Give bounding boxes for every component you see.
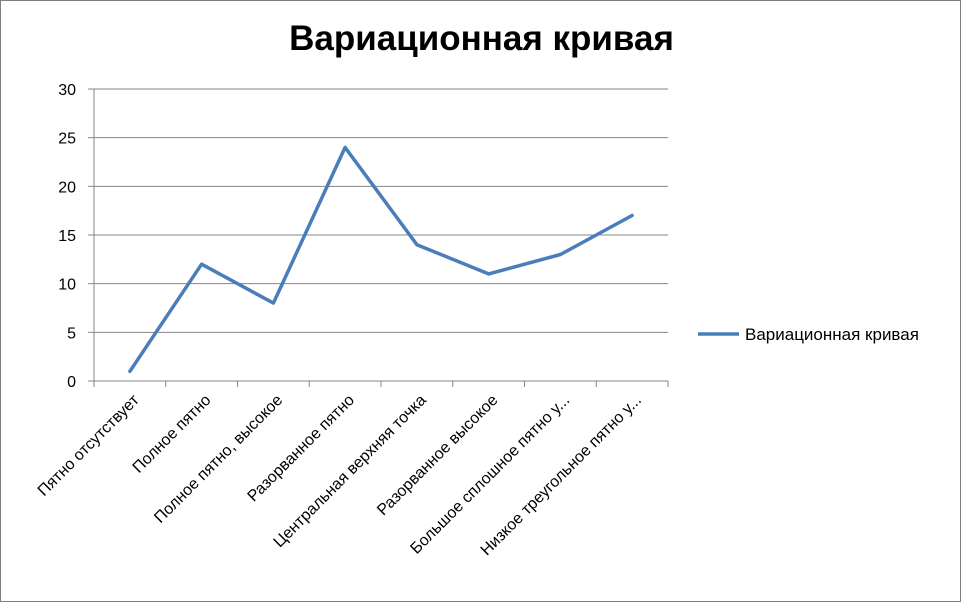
gridlines — [88, 88, 668, 382]
data-point-0-5 — [487, 272, 491, 276]
x-tick-label-7: Низкое треугольное пятно у... — [478, 392, 645, 559]
data-point-0-2 — [271, 301, 275, 305]
x-tick-label-5: Разорванное высокое — [374, 392, 501, 519]
axes — [93, 89, 669, 387]
y-tick-label-20: 20 — [58, 179, 76, 196]
data-point-0-0 — [128, 369, 132, 373]
y-tick-label-15: 15 — [58, 228, 76, 245]
series — [128, 145, 634, 374]
legend-label-0: Вариационная кривая — [745, 325, 919, 344]
data-point-0-3 — [343, 145, 347, 149]
data-point-0-1 — [200, 262, 204, 266]
data-point-0-4 — [415, 243, 419, 247]
legend: Вариационная кривая — [698, 325, 919, 344]
y-tick-label-25: 25 — [58, 131, 76, 148]
chart-title: Вариационная кривая — [289, 19, 674, 58]
y-tick-label-30: 30 — [58, 82, 76, 99]
y-tick-labels: 0 5 10 15 20 25 30 — [58, 82, 76, 391]
x-tick-label-2: Полное пятно, высокое — [151, 392, 286, 527]
x-tick-label-4: Центральная верхняя точка — [271, 392, 430, 551]
series-line-0 — [128, 145, 634, 374]
y-tick-label-0: 0 — [67, 374, 76, 391]
x-tick-label-6: Большое сплошное пятно у... — [407, 392, 573, 558]
data-point-0-6 — [558, 252, 562, 256]
data-point-0-7 — [630, 214, 634, 218]
y-tick-label-5: 5 — [67, 325, 76, 342]
x-tick-label-0: Пятно отсутствует — [35, 391, 143, 499]
y-tick-label-10: 10 — [58, 277, 76, 294]
